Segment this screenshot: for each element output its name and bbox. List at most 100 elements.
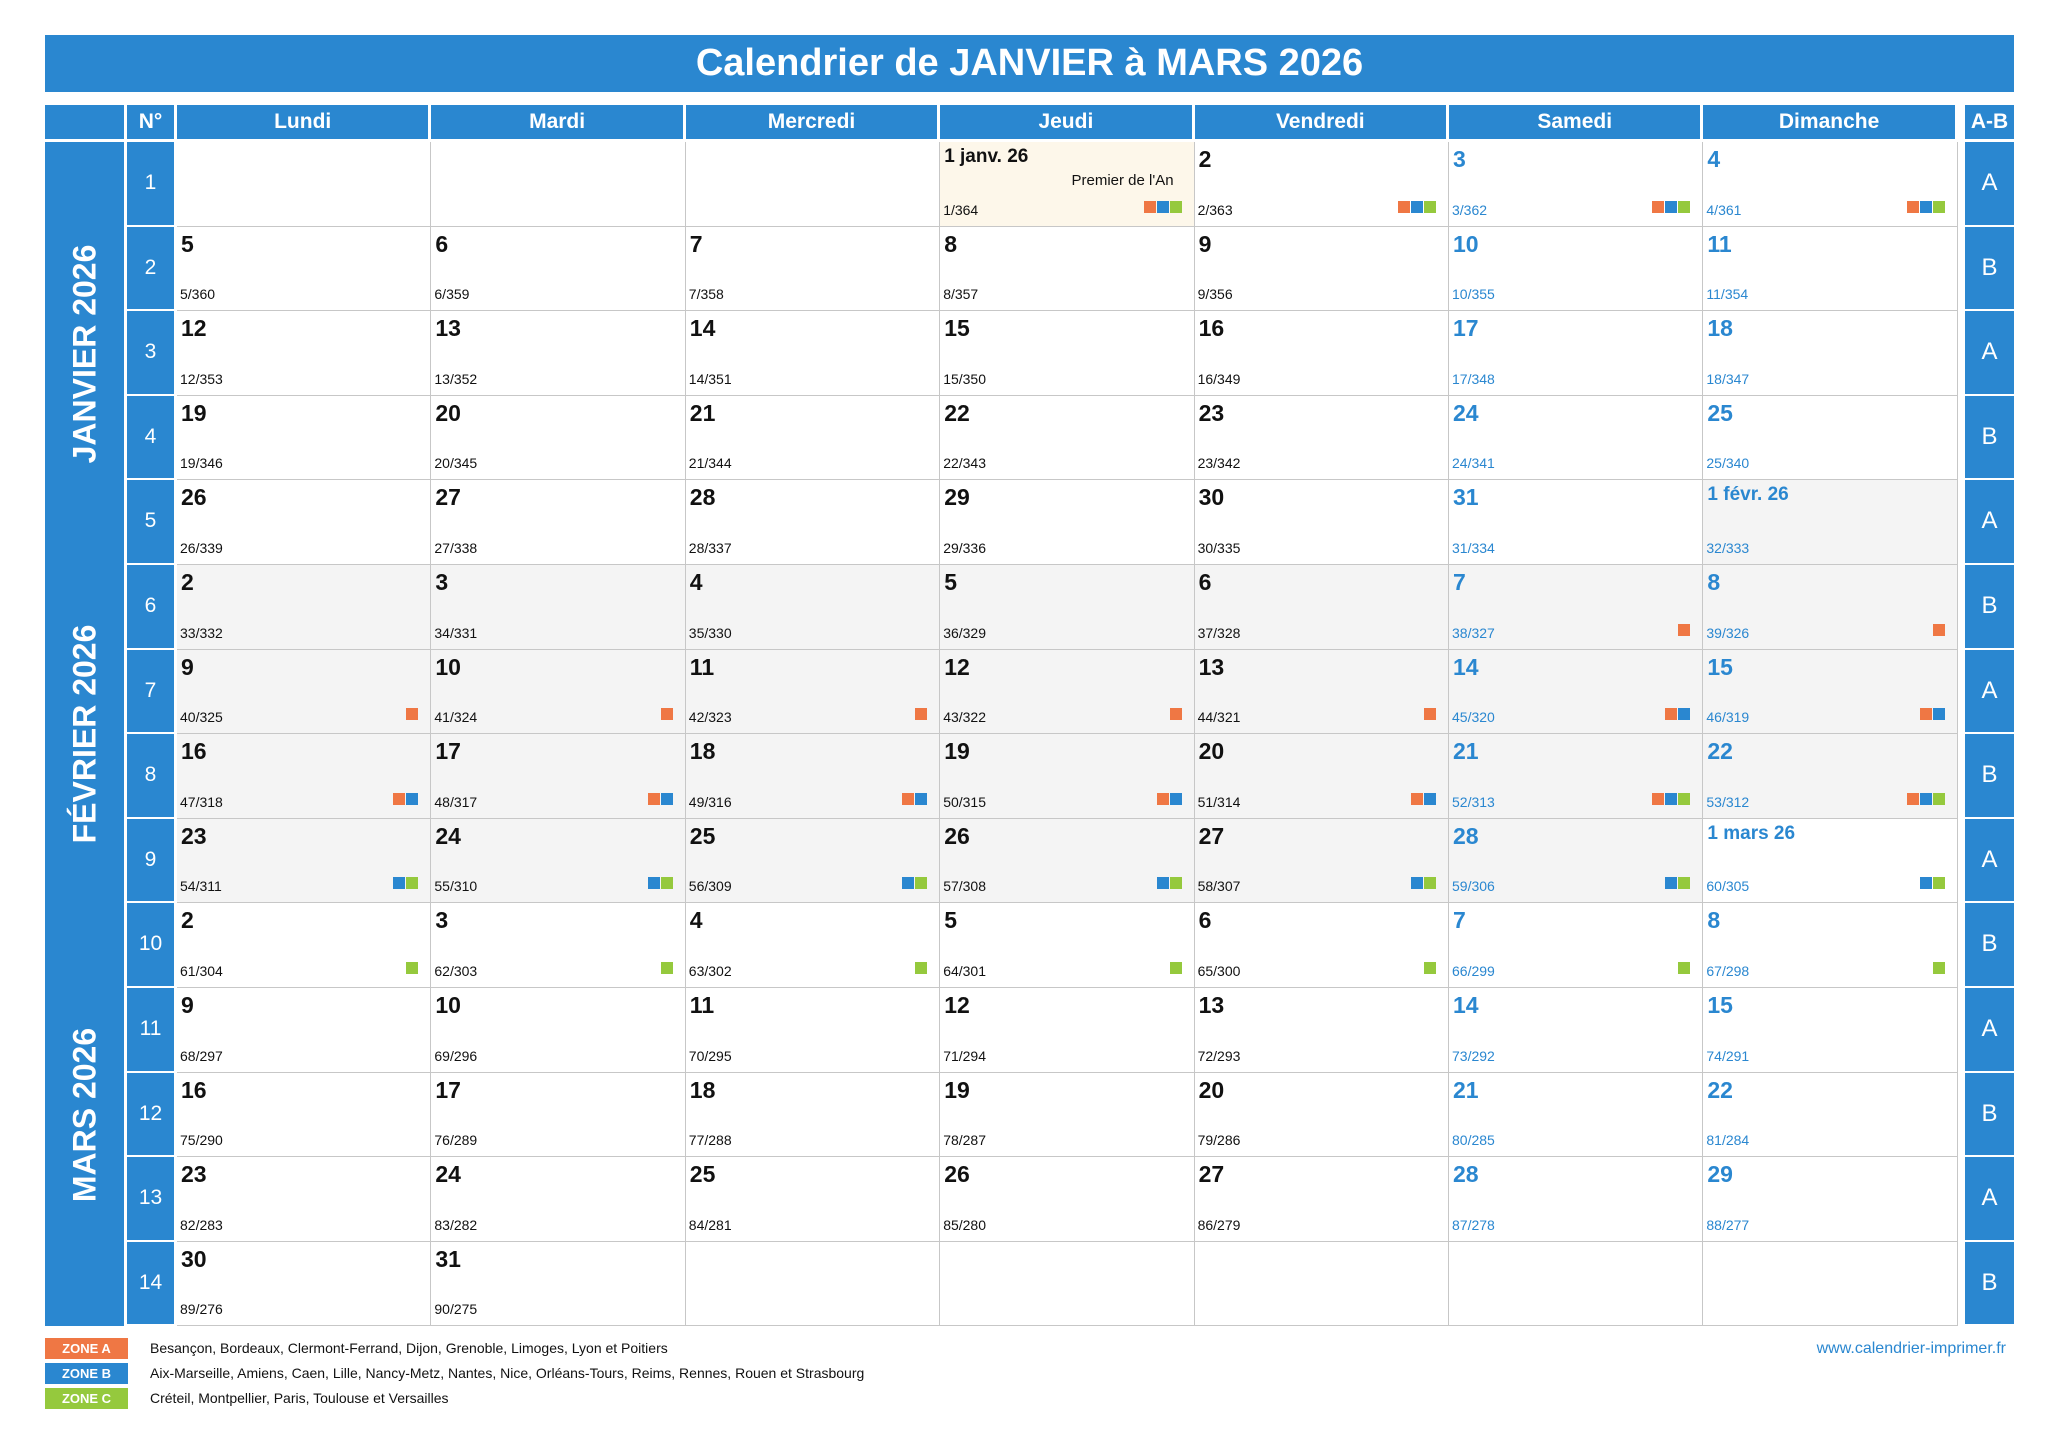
day-number: 20	[435, 399, 461, 426]
day-cell[interactable]: 11 42/323	[685, 649, 941, 735]
day-cell[interactable]: 27 58/307	[1194, 818, 1449, 904]
day-cell[interactable]: 7 66/299	[1449, 903, 1704, 988]
day-cell[interactable]: 16 75/290	[177, 1072, 432, 1158]
day-of-year: 65/300	[1197, 962, 1241, 979]
day-cell[interactable]: 27 86/279	[1194, 1157, 1449, 1242]
day-cell[interactable]: 13 44/321	[1194, 649, 1449, 735]
day-cell[interactable]: 2 33/332	[177, 565, 432, 650]
day-cell[interactable]: 13 72/293	[1194, 988, 1449, 1073]
website-link[interactable]: www.calendrier-imprimer.fr	[1816, 1340, 2006, 1357]
day-cell[interactable]: 10 10/355	[1449, 226, 1704, 312]
day-cell[interactable]: 24 55/310	[431, 818, 686, 904]
day-cell[interactable]: 25 25/340	[1703, 395, 1958, 481]
day-cell[interactable]: 26 57/308	[940, 818, 1195, 904]
day-cell[interactable]: 10 69/296	[431, 988, 686, 1073]
day-cell[interactable]: 30 30/335	[1194, 480, 1449, 565]
month-band	[45, 142, 124, 1327]
day-cell[interactable]: 25 56/309	[685, 818, 941, 904]
day-cell[interactable]: 29 29/336	[940, 480, 1195, 565]
day-cell[interactable]: 18 18/347	[1703, 311, 1958, 396]
day-cell[interactable]: 3 34/331	[431, 565, 686, 650]
day-cell[interactable]: 10 41/324	[431, 649, 686, 735]
day-cell[interactable]: 30 89/276	[177, 1241, 432, 1327]
day-cell[interactable]: 3 62/303	[431, 903, 686, 988]
day-cell[interactable]: 1 janv. 26 1/364 Premier de l'An	[940, 142, 1195, 227]
day-cell[interactable]: 19 50/315	[940, 734, 1195, 819]
day-cell[interactable]: 12 12/353	[177, 311, 432, 396]
day-cell[interactable]: 4 63/302	[685, 903, 941, 988]
day-cell[interactable]: 23 54/311	[177, 818, 432, 904]
day-cell[interactable]: 9 40/325	[177, 649, 432, 735]
day-cell[interactable]: 8 67/298	[1703, 903, 1958, 988]
day-cell[interactable]: 2 2/363	[1194, 142, 1449, 227]
day-cell[interactable]: 16 16/349	[1194, 311, 1449, 396]
day-cell[interactable]: 6 6/359	[431, 226, 686, 312]
day-of-year: 37/328	[1197, 624, 1241, 641]
day-cell[interactable]: 26 85/280	[940, 1157, 1195, 1242]
day-cell[interactable]: 13 13/352	[431, 311, 686, 396]
day-cell[interactable]: 4 4/361	[1703, 142, 1958, 227]
day-cell[interactable]: 19 78/287	[940, 1072, 1195, 1158]
day-cell[interactable]: 24 83/282	[431, 1157, 686, 1242]
day-cell[interactable]: 17 76/289	[431, 1072, 686, 1158]
day-cell[interactable]: 19 19/346	[177, 395, 432, 481]
day-cell[interactable]: 18 49/316	[685, 734, 941, 819]
day-cell[interactable]: 27 27/338	[431, 480, 686, 565]
day-cell[interactable]: 28 59/306	[1449, 818, 1704, 904]
day-number: 22	[1707, 738, 1733, 765]
day-cell[interactable]: 2 61/304	[177, 903, 432, 988]
day-cell[interactable]: 14 45/320	[1449, 649, 1704, 735]
day-cell[interactable]: 20 20/345	[431, 395, 686, 481]
day-cell[interactable]: 7 7/358	[685, 226, 941, 312]
day-cell[interactable]: 1 févr. 26 32/333	[1703, 480, 1958, 565]
day-cell[interactable]: 12 71/294	[940, 988, 1195, 1073]
day-number: 7	[689, 230, 703, 257]
day-cell[interactable]: 18 77/288	[685, 1072, 941, 1158]
zone-a-marker	[406, 708, 419, 721]
day-cell[interactable]: 21 21/344	[685, 395, 941, 481]
day-cell[interactable]: 29 88/277	[1703, 1157, 1958, 1242]
day-cell[interactable]: 16 47/318	[177, 734, 432, 819]
day-cell[interactable]: 6 65/300	[1194, 903, 1449, 988]
day-cell[interactable]: 28 87/278	[1449, 1157, 1704, 1242]
day-cell[interactable]: 31 31/334	[1449, 480, 1704, 565]
day-cell[interactable]: 3 3/362	[1449, 142, 1704, 227]
day-cell[interactable]: 22 22/343	[940, 395, 1195, 481]
day-cell[interactable]: 26 26/339	[177, 480, 432, 565]
day-cell[interactable]: 22 81/284	[1703, 1072, 1958, 1158]
day-cell[interactable]: 22 53/312	[1703, 734, 1958, 819]
day-cell[interactable]: 23 23/342	[1194, 395, 1449, 481]
day-cell[interactable]: 23 82/283	[177, 1157, 432, 1242]
day-number: 11	[689, 653, 715, 680]
day-cell[interactable]: 5 5/360	[177, 226, 432, 312]
day-cell[interactable]: 14 73/292	[1449, 988, 1704, 1073]
day-cell[interactable]: 9 9/356	[1194, 226, 1449, 312]
day-cell[interactable]: 17 48/317	[431, 734, 686, 819]
day-cell[interactable]: 21 52/313	[1449, 734, 1704, 819]
day-cell[interactable]: 4 35/330	[685, 565, 941, 650]
day-cell[interactable]: 6 37/328	[1194, 565, 1449, 650]
day-cell[interactable]: 15 46/319	[1703, 649, 1958, 735]
day-cell[interactable]: 28 28/337	[685, 480, 941, 565]
day-cell[interactable]: 31 90/275	[431, 1241, 686, 1327]
day-cell[interactable]: 5 36/329	[940, 565, 1195, 650]
day-cell[interactable]: 20 51/314	[1194, 734, 1449, 819]
day-cell[interactable]: 15 15/350	[940, 311, 1195, 396]
day-cell[interactable]: 14 14/351	[685, 311, 941, 396]
day-cell[interactable]: 20 79/286	[1194, 1072, 1449, 1158]
day-cell[interactable]: 21 80/285	[1449, 1072, 1704, 1158]
day-cell[interactable]: 11 70/295	[685, 988, 941, 1073]
day-cell[interactable]: 8 8/357	[940, 226, 1195, 312]
day-cell[interactable]: 1 mars 26 60/305	[1703, 818, 1958, 904]
day-cell[interactable]: 11 11/354	[1703, 226, 1958, 312]
day-cell[interactable]: 7 38/327	[1449, 565, 1704, 650]
day-cell[interactable]: 17 17/348	[1449, 311, 1704, 396]
zone-indicators	[1919, 877, 1945, 890]
day-cell[interactable]: 12 43/322	[940, 649, 1195, 735]
day-cell[interactable]: 15 74/291	[1703, 988, 1958, 1073]
day-cell[interactable]: 25 84/281	[685, 1157, 941, 1242]
day-cell[interactable]: 9 68/297	[177, 988, 432, 1073]
day-cell[interactable]: 5 64/301	[940, 903, 1195, 988]
day-cell[interactable]: 24 24/341	[1449, 395, 1704, 481]
day-cell[interactable]: 8 39/326	[1703, 565, 1958, 650]
